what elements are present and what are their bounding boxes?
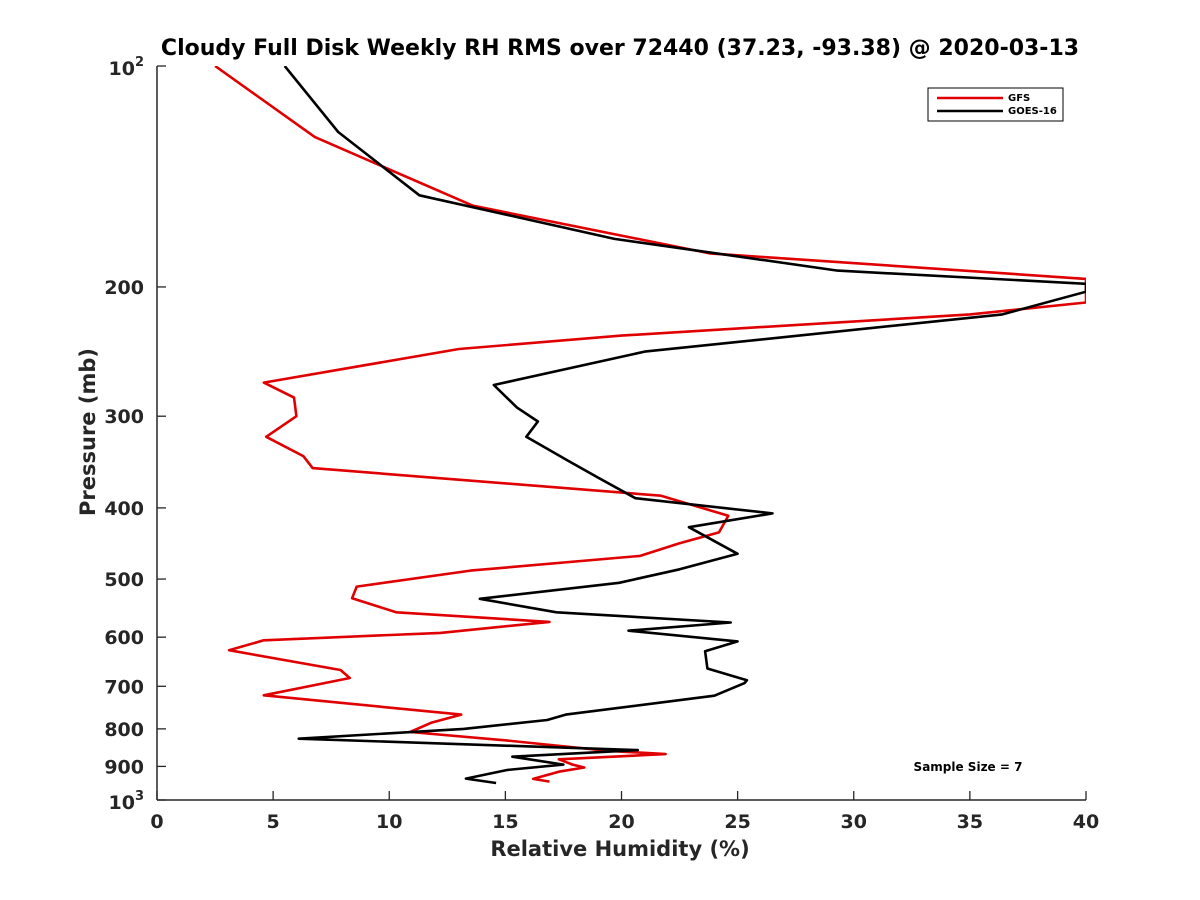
power-base: 10 xyxy=(109,58,135,80)
y-tick-label: 400 xyxy=(104,498,144,520)
y-tick-label: 300 xyxy=(104,406,144,428)
x-axis-ticks: 0 5 10 15 20 25 30 35 40 xyxy=(150,791,1099,833)
y-tick-label: 900 xyxy=(104,756,144,778)
power-exponent: 2 xyxy=(135,55,144,70)
x-tick-label: 5 xyxy=(267,811,280,833)
y-tick-label: 200 xyxy=(104,277,144,299)
power-exponent: 3 xyxy=(135,789,144,804)
y-tick-label: 600 xyxy=(104,627,144,649)
x-tick-label: 40 xyxy=(1073,811,1099,833)
y-tick-label: 500 xyxy=(104,569,144,591)
legend-label-gfs: GFS xyxy=(1008,93,1030,104)
legend-label-goes16: GOES-16 xyxy=(1008,106,1057,117)
legend: GFS GOES-16 xyxy=(927,87,1064,122)
x-tick-label: 25 xyxy=(724,811,750,833)
legend-box xyxy=(927,87,1064,122)
power-base: 10 xyxy=(109,792,135,814)
y-tick-label-power: 102 xyxy=(109,55,145,80)
y-tick-label-power: 103 xyxy=(109,789,145,814)
x-tick-label: 15 xyxy=(492,811,518,833)
x-axis-label: Relative Humidity (%) xyxy=(490,837,749,861)
sample-size-annotation: Sample Size = 7 xyxy=(914,760,1023,774)
x-tick-label: 30 xyxy=(841,811,867,833)
x-tick-label: 20 xyxy=(608,811,634,833)
x-tick-label: 0 xyxy=(150,811,163,833)
x-tick-label: 10 xyxy=(376,811,402,833)
series-layer xyxy=(214,66,1086,785)
x-tick-label: 35 xyxy=(957,811,983,833)
y-tick-label: 700 xyxy=(104,676,144,698)
y-tick-label: 800 xyxy=(104,719,144,741)
y-axis-label: Pressure (mb) xyxy=(76,348,100,516)
series-line-goes16 xyxy=(283,66,1086,785)
axis-lines xyxy=(156,66,1086,801)
chart-title: Cloudy Full Disk Weekly RH RMS over 7244… xyxy=(161,36,1079,61)
